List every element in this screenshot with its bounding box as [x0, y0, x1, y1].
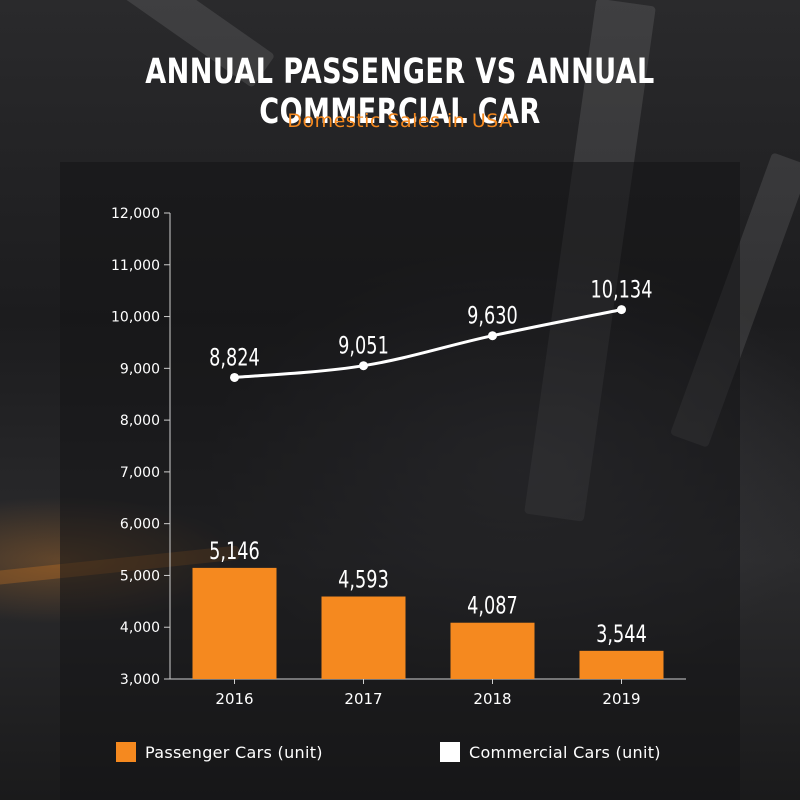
commercial-point — [488, 331, 497, 341]
passenger-bar-label: 3,544 — [596, 621, 647, 648]
commercial-line — [234, 308, 622, 379]
passenger-bar-label: 5,146 — [209, 538, 260, 565]
y-tick-label: 10,000 — [111, 310, 160, 326]
commercial-point-label: 9,051 — [338, 333, 389, 360]
y-tick-label: 5,000 — [120, 568, 160, 584]
chart-panel — [60, 162, 740, 800]
commercial-swatch — [440, 742, 460, 762]
y-tick-label: 6,000 — [120, 517, 160, 533]
passenger-bar — [579, 650, 664, 679]
passenger-bar-label: 4,593 — [338, 567, 389, 594]
commercial-point — [617, 305, 626, 315]
commercial-point-label: 8,824 — [209, 345, 260, 372]
passenger-bar — [450, 622, 535, 679]
chart-subtitle: Domestic Sales in USA — [287, 110, 513, 132]
y-tick-label: 9,000 — [120, 361, 160, 377]
commercial-point — [230, 372, 239, 382]
x-tick-label: 2018 — [473, 690, 511, 708]
y-tick-label: 4,000 — [120, 620, 160, 636]
x-tick-label: 2016 — [215, 690, 253, 708]
passenger-bar — [321, 596, 406, 679]
y-tick-label: 12,000 — [111, 206, 160, 222]
chart-title: ANNUAL PASSENGER VS ANNUAL COMMERCIAL CA… — [145, 52, 655, 132]
y-tick-label: 7,000 — [120, 465, 160, 481]
y-tick-label: 8,000 — [120, 413, 160, 429]
commercial-point-label: 9,630 — [467, 303, 518, 330]
legend-passenger: Passenger Cars (unit) — [116, 740, 323, 764]
y-tick-label: 11,000 — [111, 258, 160, 274]
x-tick-label: 2019 — [602, 690, 640, 708]
commercial-point-label: 10,134 — [591, 277, 653, 304]
commercial-point — [359, 361, 368, 371]
legend-commercial: Commercial Cars (unit) — [440, 740, 661, 764]
passenger-swatch — [116, 742, 136, 762]
x-tick-label: 2017 — [344, 690, 382, 708]
passenger-bar — [192, 567, 277, 679]
passenger-bar-label: 4,087 — [467, 593, 518, 620]
legend-passenger-label: Passenger Cars (unit) — [145, 742, 323, 762]
y-tick-label: 3,000 — [120, 672, 160, 688]
legend-commercial-label: Commercial Cars (unit) — [469, 742, 661, 762]
